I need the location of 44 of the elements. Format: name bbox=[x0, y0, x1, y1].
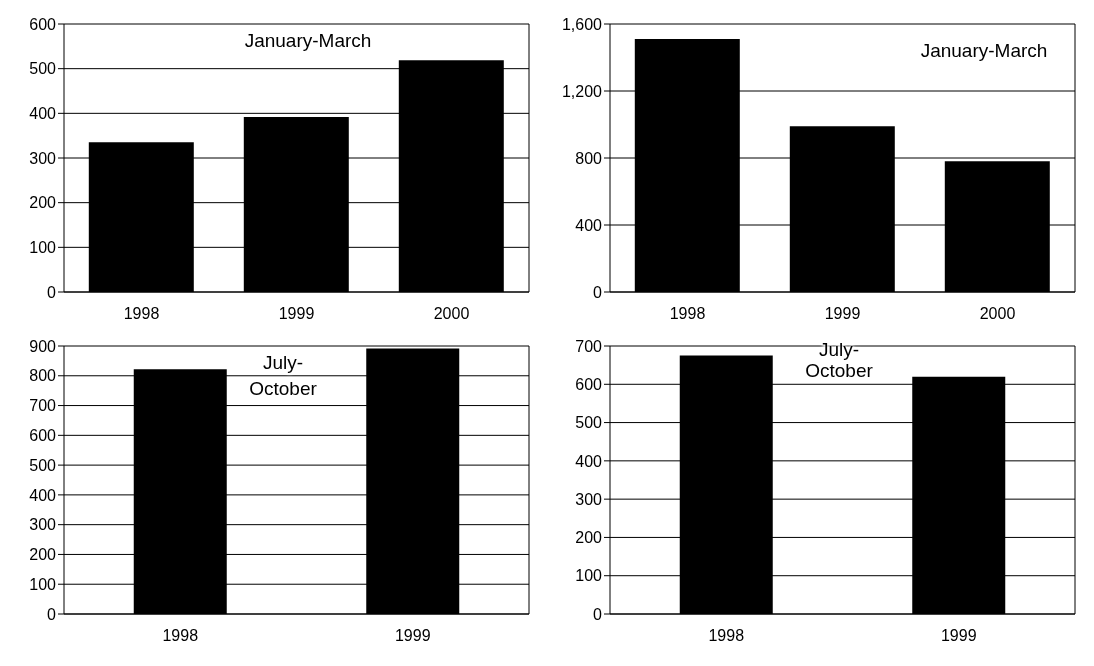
y-tick-label: 800 bbox=[29, 367, 57, 385]
x-tick-label: 1998 bbox=[123, 305, 160, 323]
y-tick-label: 500 bbox=[575, 414, 603, 432]
y-tick-label: 800 bbox=[575, 149, 603, 167]
y-tick-label: 0 bbox=[593, 283, 603, 301]
y-tick-label: 700 bbox=[575, 337, 603, 355]
y-tick-label: 100 bbox=[29, 575, 57, 593]
y-tick-label: 500 bbox=[29, 60, 57, 78]
y-tick-label: 600 bbox=[29, 427, 57, 445]
y-tick-label: 200 bbox=[575, 529, 603, 547]
x-tick-label: 1999 bbox=[940, 627, 977, 645]
annotation: July-October bbox=[248, 351, 318, 401]
y-tick-label: 500 bbox=[29, 456, 57, 474]
y-tick-label: 0 bbox=[47, 605, 57, 623]
y-tick-label: 100 bbox=[29, 239, 57, 257]
y-tick-label: 900 bbox=[29, 337, 57, 355]
y-tick-label: 100 bbox=[575, 567, 603, 585]
y-tick-label: 0 bbox=[593, 605, 603, 623]
y-tick-label: 0 bbox=[47, 283, 57, 301]
y-tick-label: 200 bbox=[29, 194, 57, 212]
x-tick-label: 1998 bbox=[669, 305, 706, 323]
x-tick-label: 1999 bbox=[824, 305, 861, 323]
x-tick-label: 1999 bbox=[278, 305, 315, 323]
y-tick-label: 1,200 bbox=[561, 82, 603, 100]
x-tick-label: 1999 bbox=[394, 627, 431, 645]
y-tick-label: 400 bbox=[29, 105, 57, 123]
y-tick-label: 600 bbox=[29, 15, 57, 33]
x-tick-label: 1998 bbox=[162, 627, 199, 645]
y-tick-label: 400 bbox=[29, 486, 57, 504]
y-tick-label: 1,600 bbox=[561, 15, 603, 33]
y-tick-label: 700 bbox=[29, 397, 57, 415]
y-tick-label: 600 bbox=[575, 375, 603, 393]
x-tick-label: 2000 bbox=[979, 305, 1016, 323]
y-tick-label: 200 bbox=[29, 546, 57, 564]
y-tick-label: 300 bbox=[575, 490, 603, 508]
annotation: January-March bbox=[919, 39, 1049, 63]
x-tick-label: 2000 bbox=[433, 305, 470, 323]
y-tick-label: 300 bbox=[29, 149, 57, 167]
y-tick-label: 400 bbox=[575, 216, 603, 234]
x-tick-label: 1998 bbox=[708, 627, 745, 645]
y-tick-label: 400 bbox=[575, 452, 603, 470]
y-tick-label: 300 bbox=[29, 516, 57, 534]
annotation: July-October bbox=[804, 339, 874, 381]
annotation: January-March bbox=[243, 29, 373, 53]
